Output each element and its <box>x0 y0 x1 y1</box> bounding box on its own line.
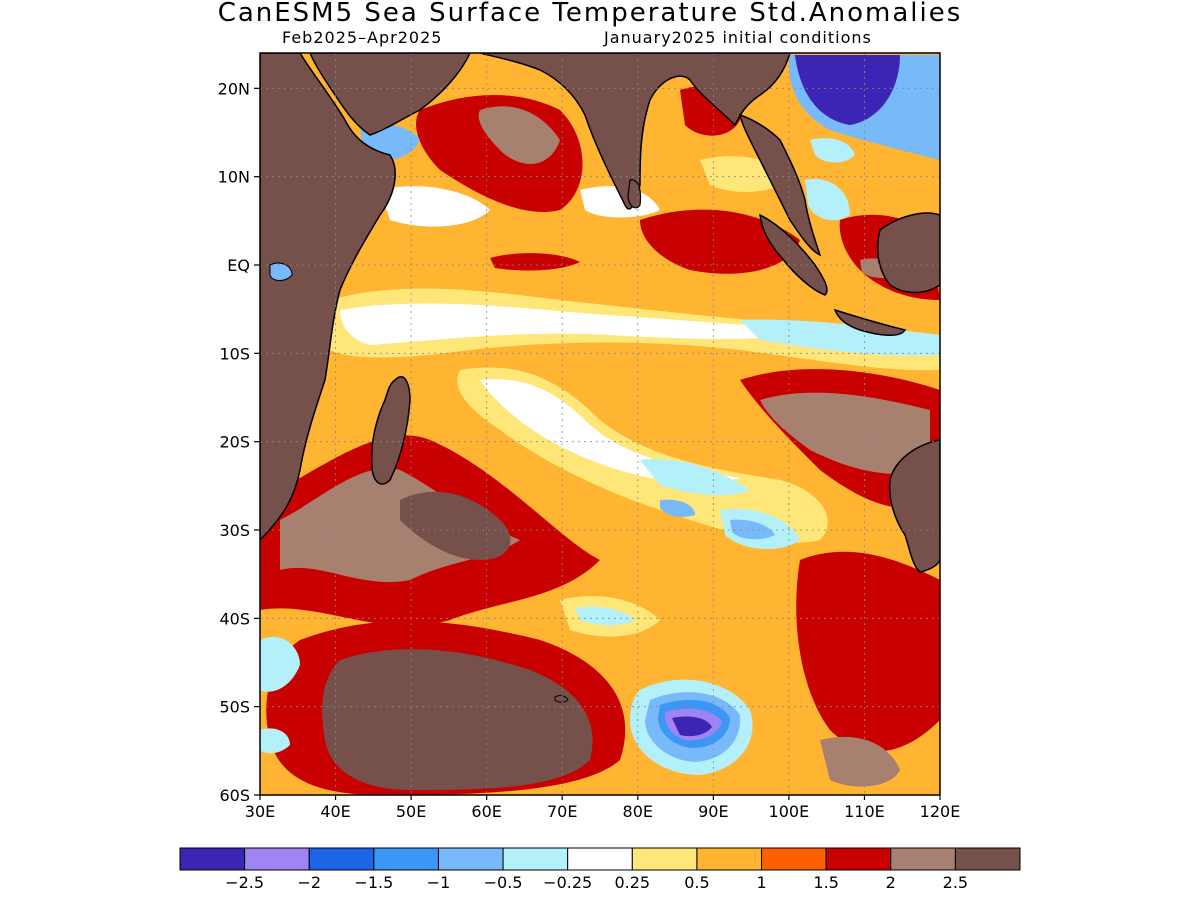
map-panel <box>260 53 940 795</box>
lat-tick-label: 20S <box>219 433 250 452</box>
land <box>260 53 940 703</box>
lat-tick-label: EQ <box>227 256 250 275</box>
anomaly-region <box>260 728 290 754</box>
legend-label: −0.5 <box>484 873 523 892</box>
africa-landmass <box>260 53 396 542</box>
anomaly-region <box>760 392 930 474</box>
lat-tick-label: 10S <box>219 344 250 363</box>
lon-tick-label: 90E <box>698 802 728 821</box>
sri-lanka-landmass <box>627 179 642 209</box>
lon-tick-label: 70E <box>547 802 577 821</box>
legend-label: −1 <box>427 873 451 892</box>
kerguelen-island <box>554 695 569 703</box>
java-landmass <box>833 308 907 336</box>
anomaly-region <box>322 649 593 790</box>
anomaly-field <box>260 55 940 795</box>
anomaly-region <box>805 179 850 221</box>
lat-tick-label: 60S <box>219 786 250 805</box>
anomaly-region <box>820 736 900 787</box>
anomaly-region <box>672 716 712 737</box>
legend-label: 1 <box>756 873 766 892</box>
legend-label: 0.25 <box>614 873 650 892</box>
legend-label: −0.25 <box>543 873 592 892</box>
grid-lines <box>260 53 940 795</box>
legend-swatch <box>631 847 698 871</box>
borneo-landmass <box>877 212 940 294</box>
lon-tick-label: 30E <box>245 802 275 821</box>
australia-landmass <box>888 439 940 573</box>
anomaly-region <box>480 379 740 484</box>
arabia-landmass <box>309 53 471 136</box>
legend-swatch <box>696 847 763 871</box>
indochina-landmass <box>739 113 822 257</box>
anomaly-region <box>575 606 635 626</box>
anomaly-region <box>380 186 490 227</box>
asia-landmass <box>479 53 791 210</box>
lon-tick-label: 110E <box>844 802 885 821</box>
lon-tick-label: 80E <box>623 802 653 821</box>
anomaly-region <box>340 303 820 345</box>
map-title: CanESM5 Sea Surface Temperature Std.Anom… <box>217 0 963 28</box>
legend-label: −2 <box>297 873 321 892</box>
anomaly-region <box>740 319 940 356</box>
initial-conditions: January2025 initial conditions <box>604 28 872 47</box>
lon-tick-label: 40E <box>320 802 350 821</box>
latitude-axis: 20N 10N EQ 10S 20S 30S 40S 50S 60S <box>218 79 260 805</box>
legend-swatch <box>825 847 892 871</box>
map-frame <box>259 52 941 796</box>
legend-label: 2.5 <box>943 873 968 892</box>
anomaly-region <box>660 499 695 518</box>
legend-label: −1.5 <box>354 873 393 892</box>
legend-label: 2 <box>886 873 896 892</box>
anomaly-region <box>796 551 940 752</box>
lon-tick-label: 100E <box>769 802 810 821</box>
anomaly-region <box>730 519 775 540</box>
legend-swatch <box>437 847 504 871</box>
color-legend-labels: −2.5 −2 −1.5 −1 −0.5 −0.25 0.25 0.5 1 1.5 2 2.5 <box>225 873 968 892</box>
anomaly-region <box>640 209 800 274</box>
lat-tick-label: 50S <box>219 698 250 717</box>
madagascar-landmass <box>370 376 411 485</box>
legend-swatch <box>890 847 956 871</box>
legend-swatch <box>373 847 439 871</box>
lon-tick-label: 120E <box>920 802 961 821</box>
legend-swatch <box>502 847 569 871</box>
forecast-period: Feb2025–Apr2025 <box>282 28 443 47</box>
anomaly-region <box>490 253 580 271</box>
legend-swatch <box>179 847 246 871</box>
anomaly-region <box>478 106 560 164</box>
sumatra-landmass <box>759 213 828 296</box>
legend-swatch <box>761 847 827 871</box>
legend-swatch <box>308 847 375 871</box>
longitude-axis: 30E 40E 50E 60E 70E 80E 90E 100E 110E 120E <box>245 795 961 821</box>
anomaly-region <box>810 138 855 163</box>
legend-swatch <box>244 847 310 871</box>
anomaly-region <box>400 491 511 560</box>
anomaly-region <box>260 636 300 692</box>
legend-label: 1.5 <box>813 873 838 892</box>
lon-tick-label: 60E <box>471 802 501 821</box>
legend-label: −2.5 <box>225 873 264 892</box>
legend-swatch <box>954 847 1021 871</box>
lat-tick-label: 20N <box>218 79 250 98</box>
anomaly-region <box>640 459 750 496</box>
anomaly-region <box>795 55 900 125</box>
lake-victoria <box>269 262 293 282</box>
legend-label: 0.5 <box>684 873 709 892</box>
lat-tick-label: 10N <box>218 168 250 187</box>
color-legend <box>179 847 1021 871</box>
legend-swatch <box>567 847 633 871</box>
lat-tick-label: 30S <box>219 521 250 540</box>
lat-tick-label: 40S <box>219 609 250 628</box>
lon-tick-label: 50E <box>396 802 426 821</box>
